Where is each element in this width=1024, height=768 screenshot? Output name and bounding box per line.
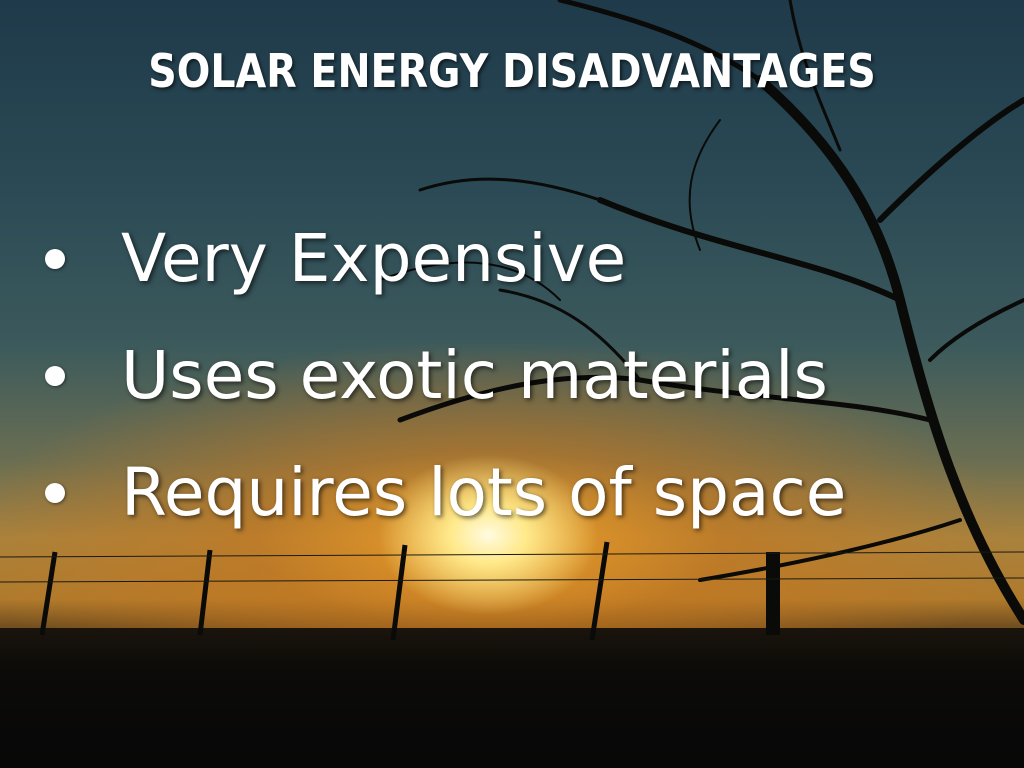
fence-wires [0, 551, 1024, 583]
bullet-text: Uses exotic materials [121, 337, 828, 414]
bullet-item: Uses exotic materials [40, 317, 846, 434]
bullet-dot-icon [45, 365, 65, 386]
bullet-dot-icon [45, 482, 65, 503]
bullet-text: Very Expensive [121, 220, 627, 297]
fence-posts [39, 541, 780, 641]
bullet-list: Very Expensive Uses exotic materials Req… [40, 200, 846, 551]
bullet-item: Requires lots of space [40, 434, 846, 551]
bullet-item: Very Expensive [40, 200, 846, 317]
slide-title: SOLAR ENERGY DISADVANTAGES [148, 44, 876, 98]
bullet-text: Requires lots of space [121, 454, 847, 531]
ground-silhouette [0, 628, 1024, 768]
bullet-dot-icon [45, 248, 65, 269]
